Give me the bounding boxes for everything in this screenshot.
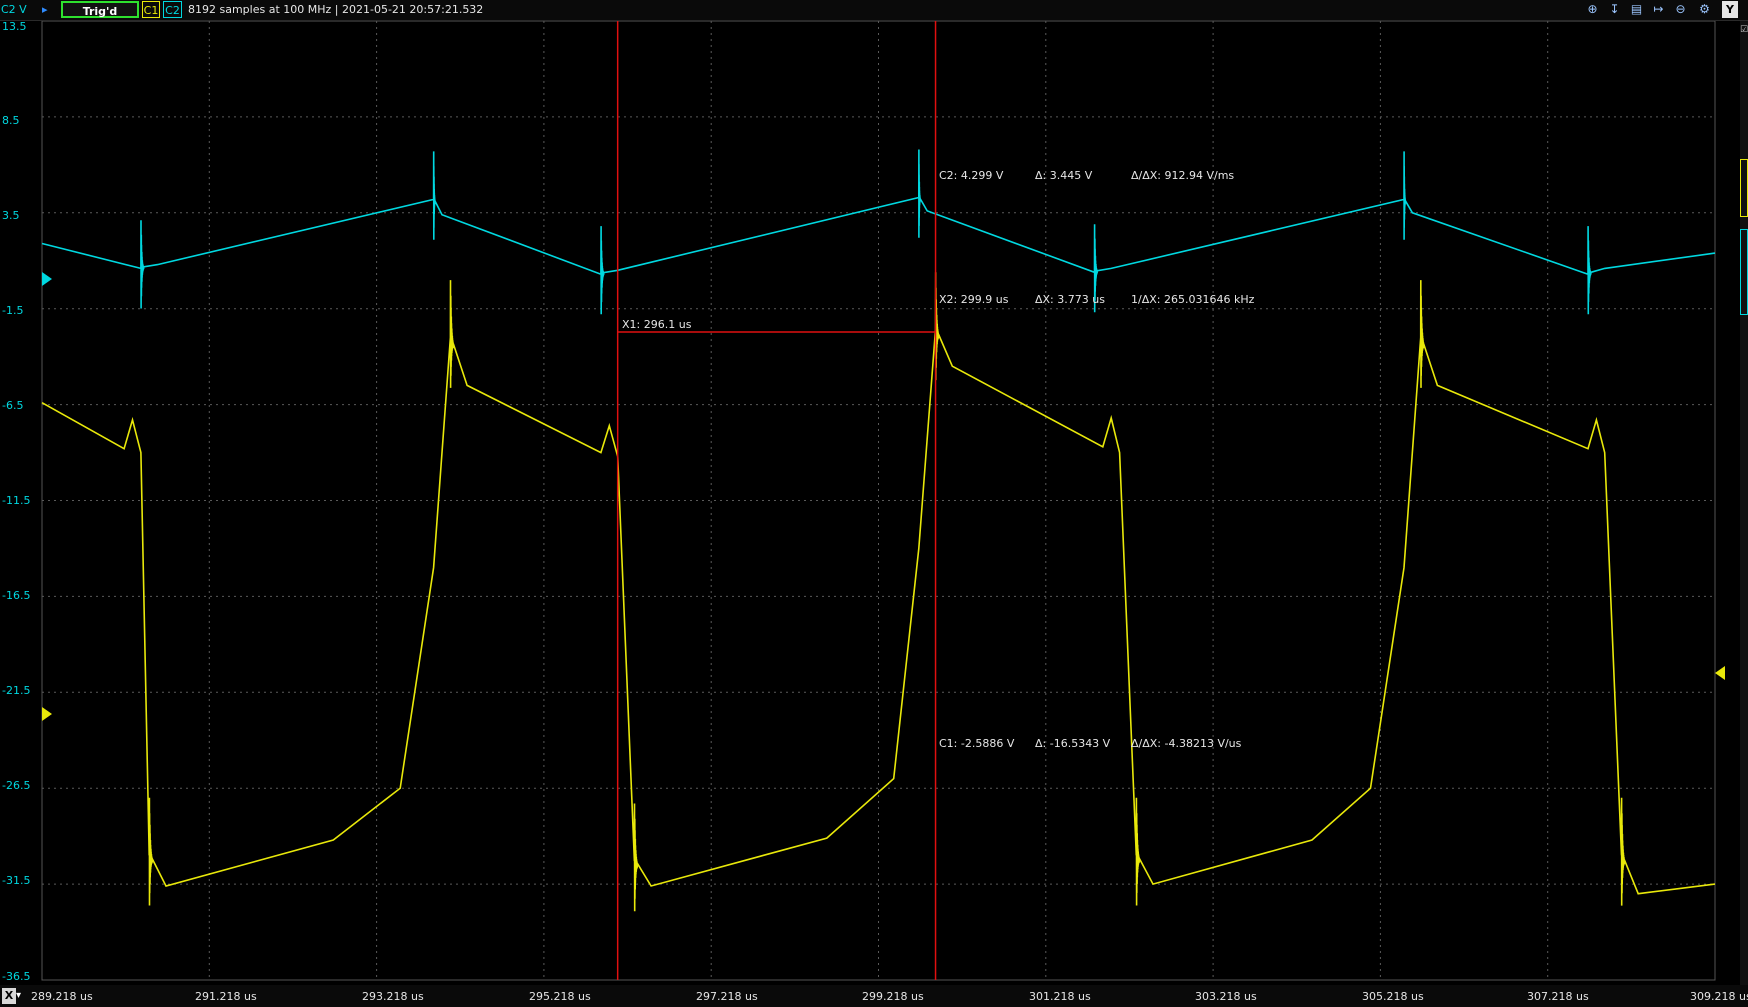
y-tick-label: -36.5 [2,970,31,983]
x-tick-label: 293.218 us [362,990,424,1003]
cursor-c2-slope: Δ/ΔX: 912.94 V/ms [1131,169,1235,182]
y-tick-label: -1.5 [2,304,24,317]
x-tick-label: 301.218 us [1029,990,1091,1003]
trigger-status-badge[interactable]: Trig'd [61,1,139,18]
cursor-frequency-label: 1/ΔX: 265.031646 kHz [1131,293,1255,306]
series-c2-trace [41,149,1716,315]
x-tick-label: 295.218 us [529,990,591,1003]
y-tick-label: 3.5 [2,209,20,222]
x-tick-label: 291.218 us [195,990,257,1003]
x-tick-label: 289.218 us [31,990,93,1003]
cursor-c2-value: C2: 4.299 V [939,169,1004,182]
top-toolbar: C2 V ▸ Trig'd C1 C2 8192 samples at 100 … [0,0,1748,21]
cursor-c1-delta: Δ: -16.5343 V [1035,737,1111,750]
zoom-fit-icon[interactable]: ↧ [1609,2,1620,16]
x-axis-arrow-icon[interactable]: ▾ [16,990,22,1001]
cursor-c1-slope: Δ/ΔX: -4.38213 V/us [1131,737,1242,750]
x-tick-label: 303.218 us [1195,990,1257,1003]
y-tick-label: -26.5 [2,779,31,792]
y-tick-label: -6.5 [2,399,24,412]
cursor-x2-label: X2: 299.9 us [939,293,1009,306]
settings-icon[interactable]: ⚙ [1699,2,1710,16]
y-tick-label: 13.5 [2,20,27,33]
y-tick-label: -16.5 [2,589,31,602]
cursor-c1-value: C1: -2.5886 V [939,737,1015,750]
pan-icon[interactable]: ↦ [1653,2,1664,16]
series-c1-trace [41,272,1716,912]
x-tick-label: 299.218 us [862,990,924,1003]
x-axis-button[interactable]: X [2,988,16,1004]
y-tick-label: 8.5 [2,114,20,127]
y-tick-label: -11.5 [2,494,31,507]
y-tick-label: -31.5 [2,874,31,887]
panel-c1-group[interactable] [1740,159,1748,217]
x-tick-label: 307.218 us [1527,990,1589,1003]
channel-1-toggle[interactable]: C1 [142,1,160,18]
panel-checkbox-icon[interactable]: ☑ [1740,25,1748,35]
x-tick-label: 297.218 us [696,990,758,1003]
cursor-dx-label: ΔX: 3.773 us [1035,293,1105,306]
x-axis-bar [0,985,1748,1007]
zoom-out-icon[interactable]: ⊖ [1675,2,1686,16]
right-side-panel[interactable]: ☑ [1740,21,1748,1007]
acquisition-info: 8192 samples at 100 MHz | 2021-05-21 20:… [188,3,484,16]
y-tick-label: -21.5 [2,684,31,697]
c1-offset-marker [42,707,52,721]
panel-c2-group[interactable] [1740,229,1748,315]
cursor-c2-delta: Δ: 3.445 V [1035,169,1093,182]
x-tick-label: 305.218 us [1362,990,1424,1003]
zoom-in-icon[interactable]: ⊕ [1587,2,1598,16]
y-axis-button[interactable]: Y [1722,1,1738,18]
run-arrow-icon[interactable]: ▸ [42,3,48,16]
axis-unit-label: C2 V [1,3,27,16]
zoom-window-icon[interactable]: ▤ [1630,2,1643,16]
trigger-level-marker [1715,666,1725,680]
x-tick-label: 309.218 us [1690,990,1748,1003]
channel-2-toggle[interactable]: C2 [163,1,182,18]
cursor-x1-label: X1: 296.1 us [622,318,692,331]
c2-offset-marker [42,272,52,286]
